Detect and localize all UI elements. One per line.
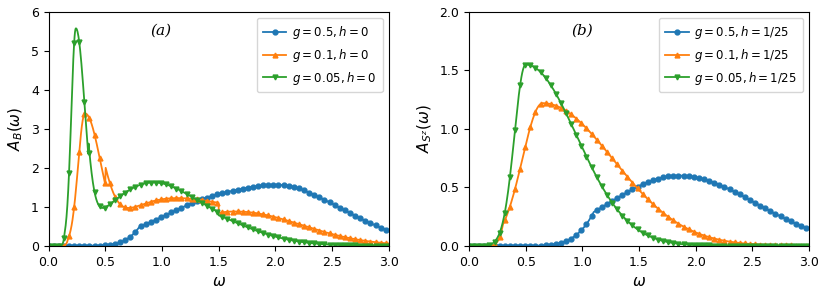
Text: (b): (b)	[571, 24, 593, 38]
$g = 0.5, h = 0$	[270, 183, 280, 186]
$g = 0.5, h = 1/25$	[723, 186, 733, 190]
$g = 0.5, h = 1/25$	[464, 244, 474, 247]
$g = 0.1, h = 0$	[241, 210, 251, 214]
$g = 0.1, h = 0$	[384, 242, 394, 245]
$g = 0.5, h = 1/25$	[805, 227, 814, 231]
Text: (a): (a)	[150, 24, 172, 38]
$g = 0.05, h = 0$	[241, 225, 251, 229]
$g = 0.5, h = 1/25$	[662, 175, 672, 178]
$g = 0.05, h = 1/25$	[485, 243, 495, 247]
$g = 0.05, h = 1/25$	[805, 244, 814, 247]
$g = 0.1, h = 0$	[64, 233, 74, 237]
$g = 0.1, h = 0$	[250, 211, 260, 215]
$g = 0.1, h = 0$	[80, 112, 90, 115]
$g = 0.1, h = 1/25$	[662, 214, 672, 218]
Line: $g = 0.5, h = 0$: $g = 0.5, h = 0$	[46, 182, 392, 248]
Line: $g = 0.1, h = 1/25$: $g = 0.1, h = 1/25$	[467, 101, 812, 248]
$g = 0.1, h = 1/25$	[671, 220, 681, 224]
$g = 0.1, h = 1/25$	[805, 244, 814, 247]
$g = 0.05, h = 1/25$	[723, 244, 733, 247]
$g = 0.05, h = 0$	[71, 27, 81, 30]
Legend: $g = 0.5, h = 1/25$, $g = 0.1, h = 1/25$, $g = 0.05, h = 1/25$: $g = 0.5, h = 1/25$, $g = 0.1, h = 1/25$…	[659, 18, 803, 92]
$g = 0.05, h = 1/25$	[464, 244, 474, 247]
$g = 0.1, h = 1/25$	[464, 244, 474, 247]
X-axis label: $\omega$: $\omega$	[632, 274, 646, 289]
Line: $g = 0.1, h = 0$: $g = 0.1, h = 0$	[46, 111, 392, 248]
$g = 0.1, h = 1/25$	[538, 101, 548, 105]
Y-axis label: $A_B(\omega)$: $A_B(\omega)$	[7, 107, 26, 151]
$g = 0.5, h = 1/25$	[671, 174, 681, 178]
$g = 0.5, h = 1/25$	[485, 244, 495, 247]
$g = 0.5, h = 0$	[44, 244, 54, 247]
Line: $g = 0.05, h = 0$: $g = 0.05, h = 0$	[46, 26, 392, 248]
X-axis label: $\omega$: $\omega$	[211, 274, 225, 289]
Legend: $g = 0.5, h = 0$, $g = 0.1, h = 0$, $g = 0.05, h = 0$: $g = 0.5, h = 0$, $g = 0.1, h = 0$, $g =…	[257, 18, 382, 92]
$g = 0.05, h = 0$	[250, 229, 260, 232]
$g = 0.05, h = 0$	[337, 243, 347, 247]
$g = 0.5, h = 1/25$	[681, 174, 691, 178]
Line: $g = 0.5, h = 1/25$: $g = 0.5, h = 1/25$	[467, 173, 812, 248]
$g = 0.05, h = 1/25$	[520, 63, 530, 66]
$g = 0.05, h = 1/25$	[662, 240, 672, 244]
$g = 0.1, h = 0$	[44, 244, 54, 247]
$g = 0.05, h = 1/25$	[757, 244, 767, 247]
$g = 0.05, h = 0$	[44, 244, 54, 247]
$g = 0.1, h = 1/25$	[757, 243, 767, 247]
$g = 0.1, h = 0$	[302, 225, 312, 229]
$g = 0.05, h = 0$	[384, 244, 394, 247]
$g = 0.1, h = 0$	[261, 213, 271, 217]
$g = 0.5, h = 0$	[241, 186, 251, 190]
$g = 0.1, h = 0$	[337, 235, 347, 238]
$g = 0.5, h = 0$	[302, 190, 312, 193]
Y-axis label: $A_{S^z}(\omega)$: $A_{S^z}(\omega)$	[415, 104, 434, 153]
$g = 0.05, h = 1/25$	[671, 242, 681, 245]
$g = 0.1, h = 1/25$	[723, 239, 733, 243]
$g = 0.5, h = 1/25$	[674, 174, 684, 177]
$g = 0.05, h = 0$	[302, 241, 312, 244]
$g = 0.1, h = 1/25$	[485, 244, 495, 247]
$g = 0.1, h = 1/25$	[681, 226, 691, 230]
$g = 0.5, h = 0$	[260, 184, 270, 187]
$g = 0.05, h = 1/25$	[681, 243, 691, 246]
$g = 0.5, h = 0$	[384, 229, 394, 232]
$g = 0.05, h = 0$	[261, 232, 271, 236]
$g = 0.5, h = 1/25$	[757, 205, 767, 209]
$g = 0.5, h = 0$	[337, 207, 347, 211]
$g = 0.5, h = 0$	[250, 185, 260, 188]
$g = 0.05, h = 0$	[64, 160, 74, 164]
$g = 0.5, h = 0$	[64, 244, 74, 247]
Line: $g = 0.05, h = 1/25$: $g = 0.05, h = 1/25$	[467, 62, 812, 248]
